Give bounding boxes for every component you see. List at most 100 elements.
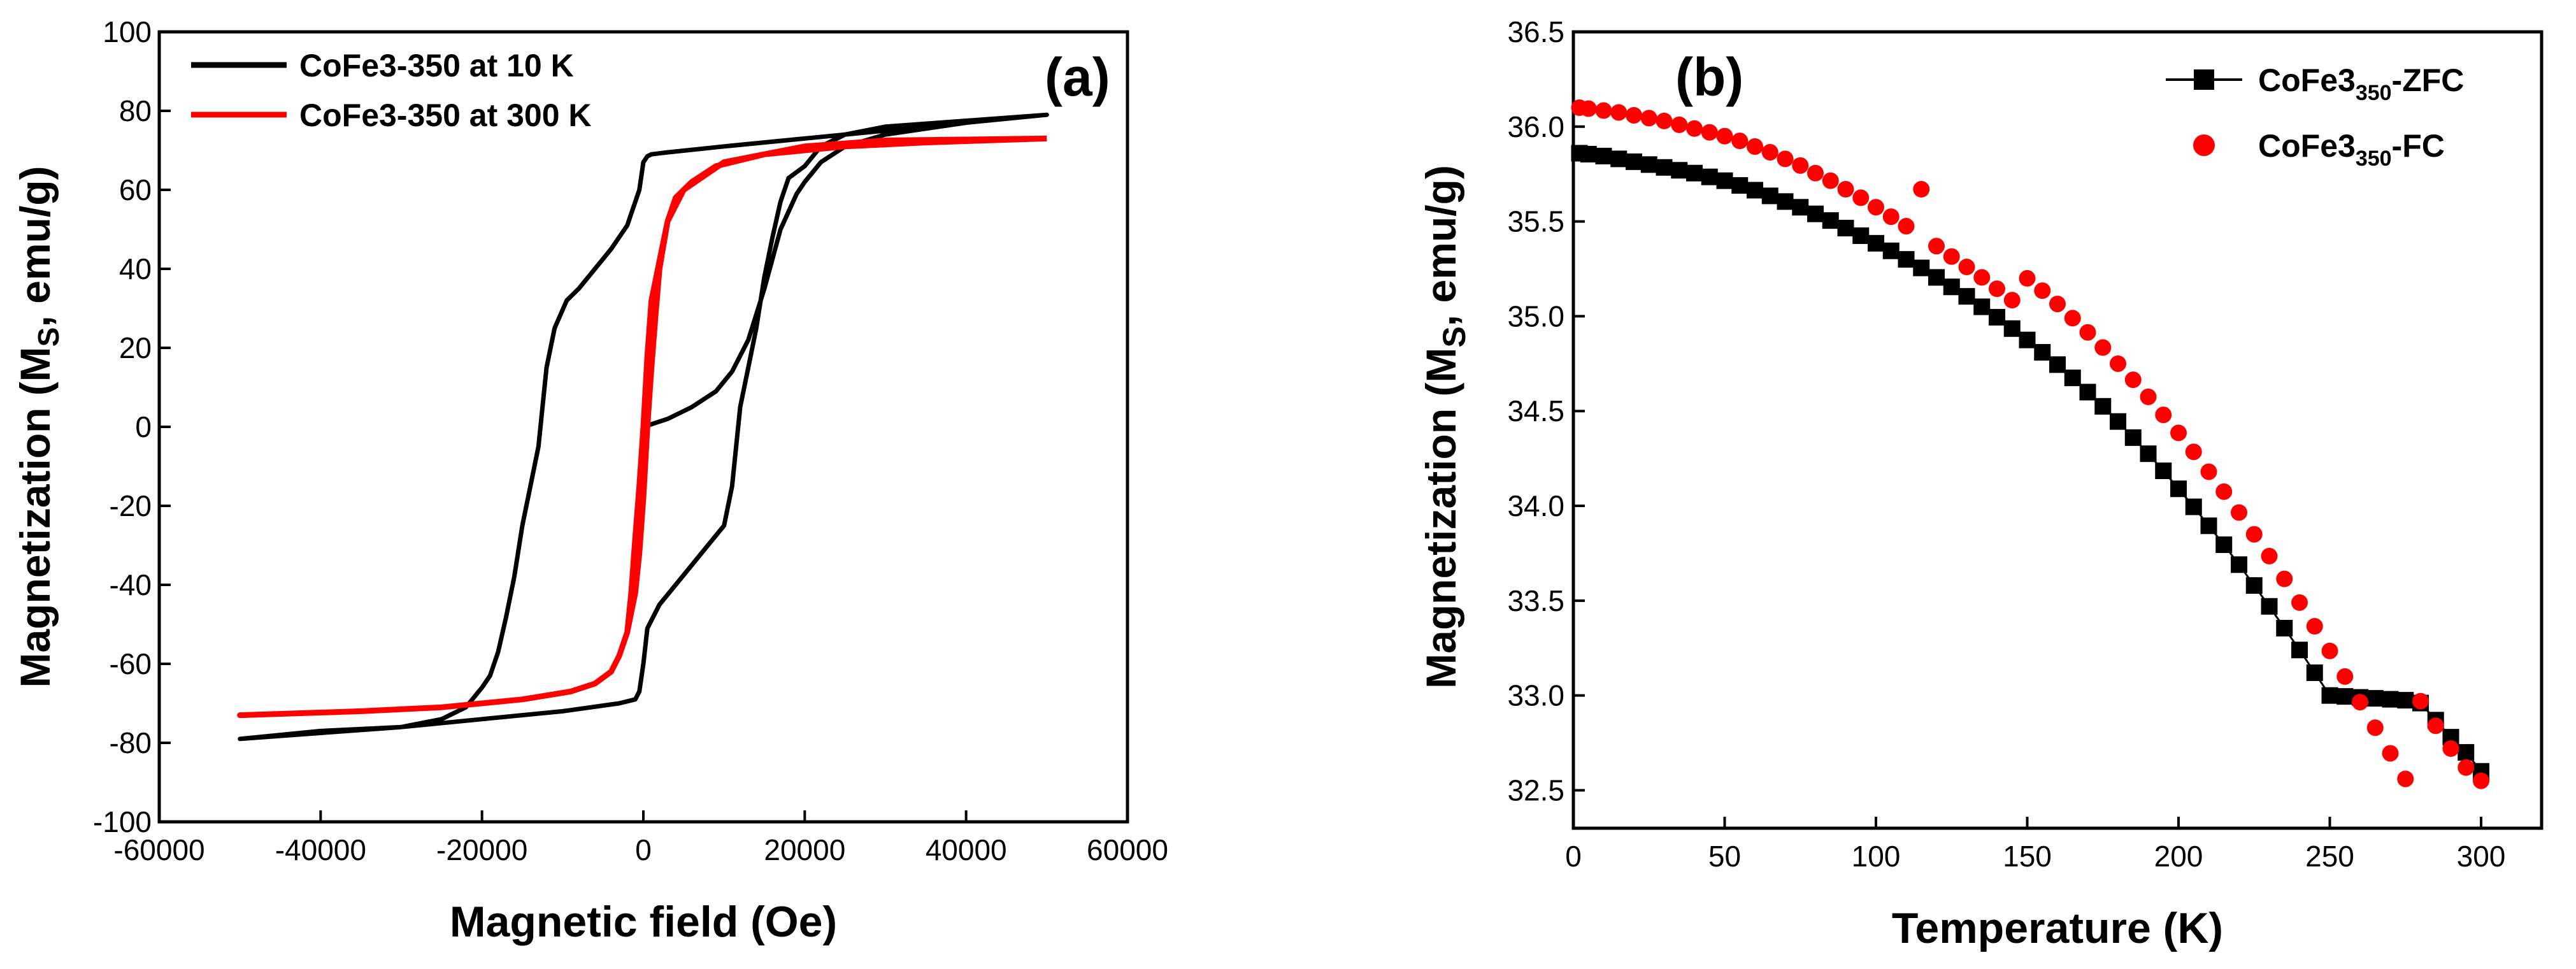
panel-b-fc-point — [2140, 388, 2157, 405]
panel-a-y-tick-label: -100 — [93, 805, 152, 838]
panel-b-legend-zfc-sub: 350 — [2356, 81, 2392, 105]
panel-b-fc-point — [1656, 112, 1673, 129]
panel-b-fc-point — [1913, 181, 1930, 198]
panel-a-y-tick-label: -40 — [110, 568, 152, 601]
panel-b-zfc-point — [1822, 212, 1839, 229]
panel-a-y-tick-label: 80 — [119, 94, 152, 127]
panel-b-legend-label-zfc: CoFe3350-ZFC — [2258, 62, 2464, 105]
panel-b-zfc-point — [2094, 398, 2112, 415]
panel-b-zfc-point — [1973, 298, 1991, 315]
panel-b-fc-point — [1640, 110, 1657, 127]
panel-a-x-tick-label: 60000 — [1087, 833, 1168, 866]
panel-b-zfc-point — [1943, 278, 1960, 296]
panel-b-zfc-point — [1761, 187, 1778, 205]
panel-b-zfc-point — [2079, 384, 2096, 401]
panel-b-fc-point — [1716, 127, 1733, 145]
panel-b-fc-point — [2397, 770, 2414, 787]
panel-b-zfc-point — [1792, 199, 1809, 216]
panel-b-fc-point — [2185, 443, 2202, 461]
panel-a-x-ticks: -60000 -40000 -20000 0 20000 40000 60000 — [113, 810, 1168, 866]
panel-b-zfc-point — [1595, 147, 1612, 164]
panel-a-x-tick-label: 20000 — [764, 833, 845, 866]
panel-b-zfc-point — [1989, 308, 2005, 326]
panel-b-fc-point — [1626, 106, 1642, 124]
panel-a-y-tick-label: -80 — [110, 726, 152, 759]
panel-b-y-label-tail: , emu/g) — [1417, 165, 1464, 326]
panel-b-fc-point — [1777, 150, 1794, 168]
panel-b-y-label-main: Magnetization (M — [1417, 348, 1464, 689]
panel-b-y-tick-label: 33.0 — [1507, 679, 1564, 712]
panel-b-fc-point — [2291, 594, 2308, 611]
panel-b-fc-point — [1610, 104, 1628, 121]
panel-b-fc-point — [2155, 406, 2172, 424]
panel-b-zfc-point — [2291, 642, 2308, 659]
panel-b-y-tick-label: 32.5 — [1507, 773, 1564, 807]
panel-b-temperature-chart: 0 50 100 150 200 250 300 32.533.033.534.034.53… — [1417, 15, 2544, 952]
panel-b-plot-frame — [1571, 30, 2544, 830]
panel-b-fc-point — [1580, 100, 1597, 117]
panel-b-y-tick-label: 34.5 — [1507, 394, 1564, 427]
panel-b-fc-point — [2473, 772, 2489, 789]
panel-b-fc-point — [2261, 547, 2278, 564]
panel-a-legend-label-10k: CoFe3-350 at 10 K — [299, 48, 574, 83]
panel-b-zfc-point — [2276, 620, 2293, 637]
panel-b-zfc-point — [2336, 688, 2354, 705]
panel-b-x-tick-label: 250 — [2305, 840, 2354, 873]
panel-b-fc-point — [1686, 120, 1703, 137]
panel-b-zfc-point — [2064, 370, 2081, 387]
panel-b-zfc-point — [2034, 343, 2051, 361]
panel-b-fc-point — [1671, 116, 1688, 133]
panel-b-zfc-point — [1701, 168, 1718, 185]
panel-a-y-tick-label: 20 — [119, 331, 152, 364]
panel-b-legend-zfc-name: CoFe3 — [2258, 62, 2356, 98]
panel-a-y-tick-label: -60 — [110, 647, 152, 680]
panel-b-fc-point — [1868, 199, 1884, 216]
panel-b-zfc-point — [1610, 150, 1628, 168]
panel-b-fc-point — [1792, 157, 1809, 174]
panel-b-fc-point — [2215, 483, 2233, 500]
panel-b-zfc-point — [2003, 320, 2021, 337]
panel-a-y-label-sub: S — [32, 327, 65, 347]
panel-b-fc-point — [2079, 324, 2096, 341]
panel-a-series-line-10k — [238, 112, 1049, 742]
panel-a-x-tick-label: -60000 — [113, 833, 204, 866]
panel-b-fc-point — [1747, 138, 1763, 155]
panel-b-x-tick-label: 150 — [2003, 840, 2052, 873]
panel-b-fc-point — [2352, 694, 2368, 711]
panel-a-x-tick-label: -40000 — [275, 833, 366, 866]
panel-b-fc-point — [2094, 339, 2112, 356]
panel-b-fc-point — [2245, 526, 2263, 543]
panel-b-zfc-point — [2124, 429, 2142, 446]
panel-b-label: (b) — [1675, 47, 1743, 107]
panel-b-y-tick-label: 36.5 — [1507, 15, 1564, 48]
panel-b-zfc-point — [2170, 480, 2187, 498]
panel-a-hysteresis-chart: -60000 -40000 -20000 0 20000 40000 60000 -100-… — [11, 15, 1168, 946]
panel-b-fc-point — [2124, 371, 2142, 389]
panel-b-legend-fc-name: CoFe3 — [2258, 128, 2356, 164]
panel-b-fc-point — [1989, 280, 2005, 298]
panel-b-legend-marker-zfc — [2194, 69, 2214, 90]
panel-b-fc-point — [1761, 143, 1778, 161]
panel-b-fc-point — [2366, 719, 2384, 736]
panel-b-zfc-point — [2215, 536, 2233, 554]
panel-b-y-label-sub: S — [1436, 326, 1472, 347]
panel-b-legend-label-fc: CoFe3350-FC — [2258, 128, 2445, 171]
panel-a-y-ticks: -100 -80 -60 -40 -20 0 20 40 60 80 100 — [93, 15, 171, 838]
panel-b-zfc-point — [2155, 462, 2172, 479]
panel-b-fc-point — [2064, 310, 2081, 327]
panel-b-fc-point — [2003, 292, 2021, 309]
panel-b-zfc-point — [1928, 269, 1945, 286]
panel-b-zfc-point — [1958, 288, 1975, 305]
panel-b-fc-point — [2336, 668, 2354, 685]
panel-b-x-tick-label: 200 — [2154, 840, 2203, 873]
panel-b-zfc-point — [2140, 445, 2157, 463]
panel-b-fc-point — [1822, 172, 1839, 189]
panel-b-legend-zfc-tail: -ZFC — [2392, 62, 2465, 98]
panel-b-zfc-point — [2185, 498, 2202, 515]
panel-a-legend-label-300k: CoFe3-350 at 300 K — [299, 97, 592, 133]
panel-b-y-tick-label: 34.0 — [1507, 489, 1564, 522]
panel-b-zfc-point — [2110, 413, 2126, 430]
panel-b-zfc-point — [1686, 164, 1703, 182]
panel-b-fc-point — [1882, 208, 1900, 226]
panel-b-fc-point — [2019, 269, 2036, 287]
